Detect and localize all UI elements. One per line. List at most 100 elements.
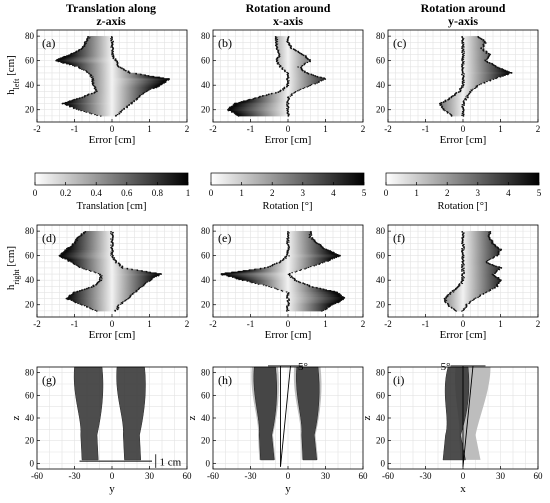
data-point xyxy=(508,71,510,74)
data-band xyxy=(62,257,115,259)
data-band xyxy=(91,286,141,288)
data-band xyxy=(287,241,317,244)
data-point xyxy=(300,66,302,69)
data-band xyxy=(231,105,289,108)
data-point xyxy=(263,267,266,269)
data-point xyxy=(287,36,290,38)
data-point xyxy=(114,259,117,262)
data-band xyxy=(268,93,292,95)
data-point xyxy=(147,75,150,77)
data-band xyxy=(443,101,464,103)
x-tick-label: -1 xyxy=(247,319,255,329)
data-band xyxy=(64,55,114,58)
data-band xyxy=(459,283,497,286)
data-band xyxy=(276,42,289,44)
x-tick-label: -1 xyxy=(71,124,79,134)
data-band xyxy=(92,78,169,81)
data-point xyxy=(504,69,507,72)
data-band xyxy=(288,247,324,249)
data-band xyxy=(454,289,491,291)
data-point xyxy=(461,270,463,272)
data-band xyxy=(262,95,291,97)
data-band xyxy=(247,99,288,102)
data-band xyxy=(61,256,113,258)
data-band xyxy=(71,245,112,247)
data-band xyxy=(454,94,468,96)
data-band xyxy=(463,60,487,62)
data-band xyxy=(86,305,118,307)
data-point xyxy=(273,263,276,265)
data-band xyxy=(456,91,470,94)
data-band xyxy=(59,254,113,257)
data-point xyxy=(312,74,315,77)
data-band xyxy=(83,68,125,71)
data-point xyxy=(275,262,278,265)
data-band xyxy=(92,83,162,85)
data-band xyxy=(288,293,341,296)
x-tick-label: 0 xyxy=(286,124,291,134)
panel-label: (c) xyxy=(393,36,406,50)
data-band xyxy=(65,103,130,105)
data-band xyxy=(288,248,327,251)
data-band xyxy=(84,42,112,45)
data-band xyxy=(84,110,121,112)
data-band xyxy=(68,54,114,56)
x-tick-label: -2 xyxy=(384,124,392,134)
data-band xyxy=(270,265,311,267)
data-band xyxy=(463,85,478,88)
data-band xyxy=(448,305,467,307)
data-point xyxy=(270,92,273,95)
data-band xyxy=(82,45,112,48)
data-band xyxy=(101,274,159,277)
data-band xyxy=(460,90,471,92)
data-point xyxy=(267,266,269,269)
data-point xyxy=(497,277,500,279)
data-band xyxy=(463,38,482,40)
data-band xyxy=(68,259,116,261)
data-band xyxy=(84,45,113,47)
data-band xyxy=(264,267,307,269)
data-point xyxy=(461,73,463,76)
data-band xyxy=(288,297,344,300)
data-band xyxy=(274,263,320,265)
data-band xyxy=(459,284,497,287)
data-band xyxy=(278,49,297,52)
data-band xyxy=(288,254,341,257)
data-band xyxy=(96,89,148,92)
data-point xyxy=(70,245,73,248)
panel-label: (d) xyxy=(42,231,56,245)
data-band xyxy=(463,264,494,267)
data-band xyxy=(287,71,305,73)
data-band xyxy=(462,72,512,74)
data-band xyxy=(85,231,112,233)
data-band xyxy=(287,80,319,82)
data-point xyxy=(300,52,303,55)
data-band xyxy=(82,267,123,269)
data-band xyxy=(461,266,500,268)
data-band xyxy=(287,295,341,297)
data-band xyxy=(288,250,332,253)
data-band xyxy=(441,101,464,104)
data-band xyxy=(463,269,497,271)
data-band xyxy=(72,99,135,102)
data-band xyxy=(74,263,120,265)
data-point xyxy=(439,102,441,105)
data-band xyxy=(89,306,119,309)
data-band xyxy=(78,265,123,267)
data-band xyxy=(287,243,319,245)
data-band xyxy=(462,47,482,49)
data-point xyxy=(68,100,71,103)
data-band xyxy=(462,277,499,279)
data-band xyxy=(463,81,485,83)
data-band xyxy=(462,78,494,80)
data-band xyxy=(279,53,303,56)
data-band xyxy=(458,91,471,93)
data-point xyxy=(498,266,501,269)
data-band xyxy=(99,280,150,282)
data-band xyxy=(447,111,464,113)
data-band xyxy=(66,104,129,106)
data-band xyxy=(450,113,464,115)
data-band xyxy=(450,293,484,295)
data-band xyxy=(280,260,329,262)
data-point xyxy=(285,255,288,258)
